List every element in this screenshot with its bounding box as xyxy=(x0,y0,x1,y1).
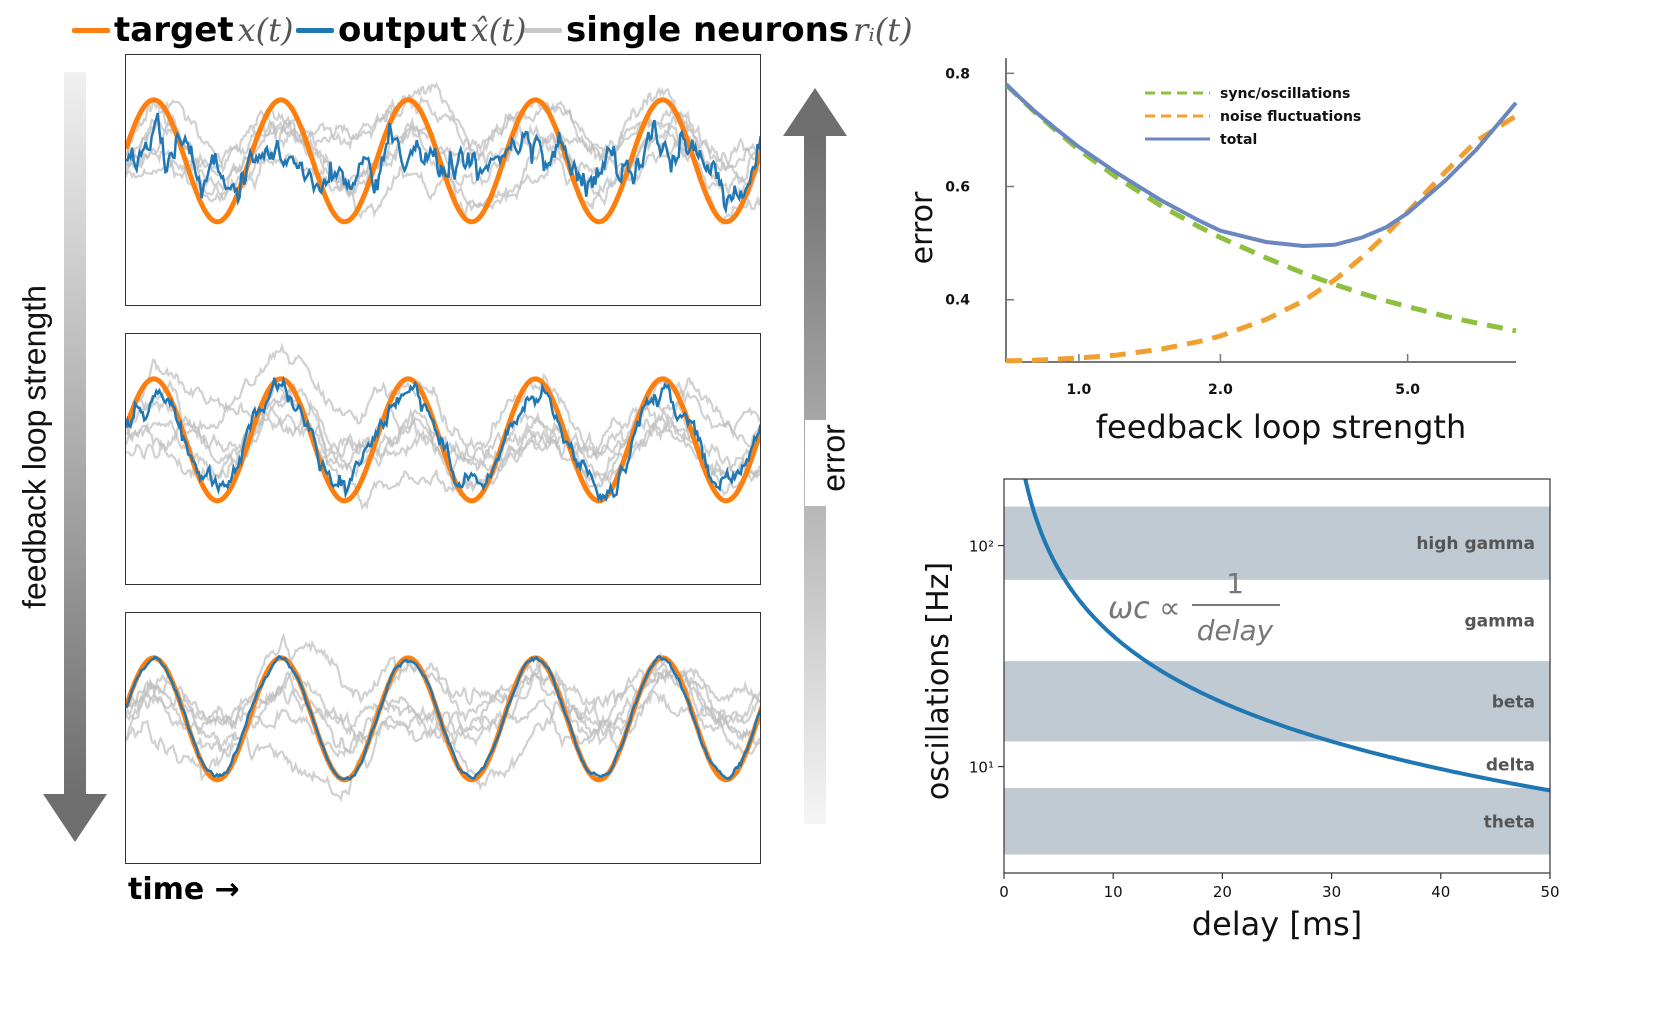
band-0 xyxy=(1004,506,1550,580)
error-chart: 0.4 0.6 0.8 1.0 2.0 5.0 sync/oscillations noise… xyxy=(905,58,1518,446)
annotation-denominator: delay xyxy=(1197,614,1274,647)
legend-neurons-label: single neurons xyxy=(566,10,850,50)
legend-target-math: x(t) xyxy=(237,11,294,49)
output-trace xyxy=(126,654,760,781)
feedback-arrow xyxy=(43,72,107,842)
x-axis-label: delay [ms] xyxy=(1192,905,1362,943)
trace-plot-medium xyxy=(126,342,760,511)
neuron-trace xyxy=(126,382,760,485)
series-line-1 xyxy=(1005,113,1518,364)
legend-output: output x̂(t) xyxy=(296,10,527,50)
legend-output-swatch xyxy=(296,27,334,33)
band-4 xyxy=(1004,787,1550,855)
series-line-2 xyxy=(1004,83,1518,249)
legend-label-0: sync/oscillations xyxy=(1220,86,1350,102)
trace-panel-strong xyxy=(125,612,761,864)
legend-output-label: output xyxy=(338,10,467,50)
y-axis-label: oscillations [Hz] xyxy=(921,562,956,800)
x-tick-label: 50 xyxy=(1540,883,1559,901)
legend-neurons-swatch xyxy=(524,27,562,33)
legend-target-swatch xyxy=(72,27,110,33)
x-tick-label: 20 xyxy=(1213,883,1232,901)
y-tick-label: 10² xyxy=(969,538,994,556)
x-axis-label: feedback loop strength xyxy=(1096,408,1466,446)
band-label-3: delta xyxy=(1486,756,1535,776)
output-trace xyxy=(126,112,760,215)
target-trace xyxy=(126,376,760,504)
x-tick-label: 40 xyxy=(1431,883,1450,901)
x-tick-label: 2.0 xyxy=(1208,382,1233,398)
y-tick-label: 10¹ xyxy=(969,759,994,777)
frequency-curve xyxy=(1023,479,1550,793)
trace-plot-weak xyxy=(126,81,760,226)
oscillation-chart: high gamma gamma beta delta theta 0 10 20 30 40 50… xyxy=(921,478,1560,943)
trace-panel-medium xyxy=(125,333,761,585)
y-tick-label: 0.4 xyxy=(945,293,970,309)
error-label-bg xyxy=(805,420,865,506)
neuron-trace xyxy=(126,375,760,497)
feedback-axis-label: feedback loop strength xyxy=(16,285,53,609)
legend-neurons: single neurons rᵢ(t) xyxy=(524,10,913,50)
y-tick-label: 0.6 xyxy=(945,180,970,196)
annotation-numerator: 1 xyxy=(1226,567,1244,600)
trace-panel-weak xyxy=(125,54,761,306)
neuron-trace xyxy=(126,81,760,198)
legend-neurons-math: rᵢ(t) xyxy=(853,11,913,49)
time-axis-label: time → xyxy=(128,872,240,907)
error-axis-label: error xyxy=(815,424,852,492)
output-trace xyxy=(126,375,760,504)
legend-output-math: x̂(t) xyxy=(470,11,527,49)
x-tick-label: 0 xyxy=(999,883,1009,901)
legend-label-2: total xyxy=(1220,132,1257,148)
band-label-1: gamma xyxy=(1464,611,1535,631)
y-tick-label: 0.8 xyxy=(945,66,970,82)
y-axis-label: error xyxy=(905,191,940,264)
band-label-2: beta xyxy=(1492,692,1535,712)
x-tick-label: 10 xyxy=(1104,883,1123,901)
neuron-trace xyxy=(126,661,760,746)
annotation-lhs: ωc ∝ xyxy=(1108,591,1181,626)
x-tick-label: 30 xyxy=(1322,883,1341,901)
band-label-4: theta xyxy=(1484,812,1535,832)
legend-label-1: noise fluctuations xyxy=(1220,109,1361,125)
x-tick-label: 5.0 xyxy=(1395,382,1420,398)
neuron-trace xyxy=(126,379,760,511)
plot-frame xyxy=(1003,478,1551,874)
band-2 xyxy=(1004,661,1550,742)
neuron-trace xyxy=(126,651,760,758)
band-label-0: high gamma xyxy=(1416,534,1535,554)
x-tick-label: 1.0 xyxy=(1066,382,1091,398)
neuron-trace xyxy=(126,663,760,803)
legend-target: target x(t) xyxy=(72,10,294,50)
legend-target-label: target xyxy=(114,10,234,50)
trace-plot-strong xyxy=(126,632,760,803)
